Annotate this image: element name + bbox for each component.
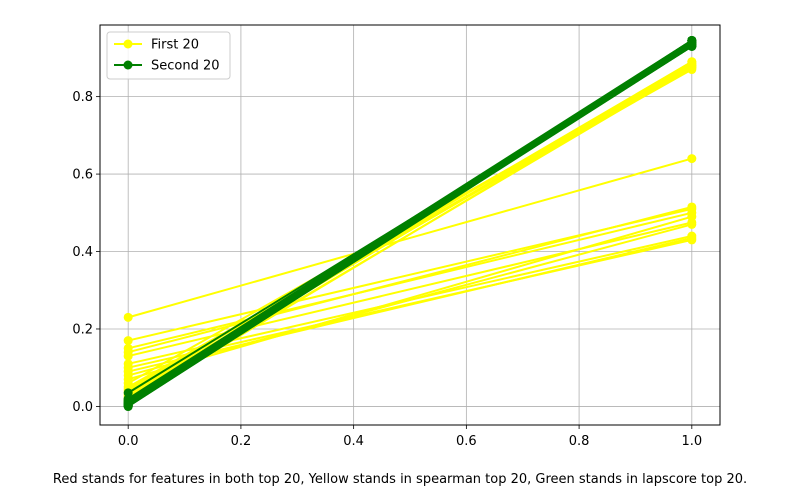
- y-tick-label: 0.8: [72, 90, 93, 105]
- data-point: [687, 202, 697, 212]
- series-line: [127, 43, 693, 408]
- data-point: [687, 39, 697, 49]
- x-tick-label: 0.0: [118, 434, 139, 449]
- legend-entry: Second 20: [151, 59, 220, 74]
- data-point: [687, 61, 697, 71]
- x-tick-label: 0.8: [569, 434, 590, 449]
- series-2: [123, 35, 697, 411]
- series-lines: [123, 35, 697, 411]
- series-1: [123, 57, 697, 408]
- series-line: [127, 157, 693, 319]
- x-tick-label: 0.2: [231, 434, 252, 449]
- axis-ticks: 0.0 0.2 0.4 0.6 0.8 1.0 0.0 0.2 0.4 0.6 0.8: [72, 90, 702, 449]
- plot-area-frame: [99, 24, 721, 426]
- data-point: [687, 212, 697, 222]
- x-tick-label: 1.0: [681, 434, 702, 449]
- data-point: [123, 312, 133, 322]
- data-point: [687, 154, 697, 164]
- legend: First 20 Second 20: [106, 31, 231, 80]
- data-point: [123, 336, 133, 346]
- y-tick-label: 0.4: [72, 245, 93, 260]
- chart-caption: Red stands for features in both top 20, …: [52, 472, 748, 487]
- data-point: [123, 401, 133, 411]
- legend-marker: [123, 39, 133, 49]
- legend-entry: First 20: [151, 38, 199, 53]
- x-tick-label: 0.6: [456, 434, 477, 449]
- legend-marker: [123, 60, 133, 70]
- x-tick-label: 0.4: [343, 434, 364, 449]
- series-line: [127, 215, 693, 381]
- data-point: [687, 233, 697, 243]
- series-line: [127, 223, 693, 377]
- y-tick-label: 0.6: [72, 168, 93, 183]
- data-point: [687, 219, 697, 229]
- data-point: [123, 351, 133, 361]
- series-line: [127, 206, 693, 354]
- y-tick-label: 0.0: [72, 400, 93, 415]
- y-tick-label: 0.2: [72, 322, 93, 337]
